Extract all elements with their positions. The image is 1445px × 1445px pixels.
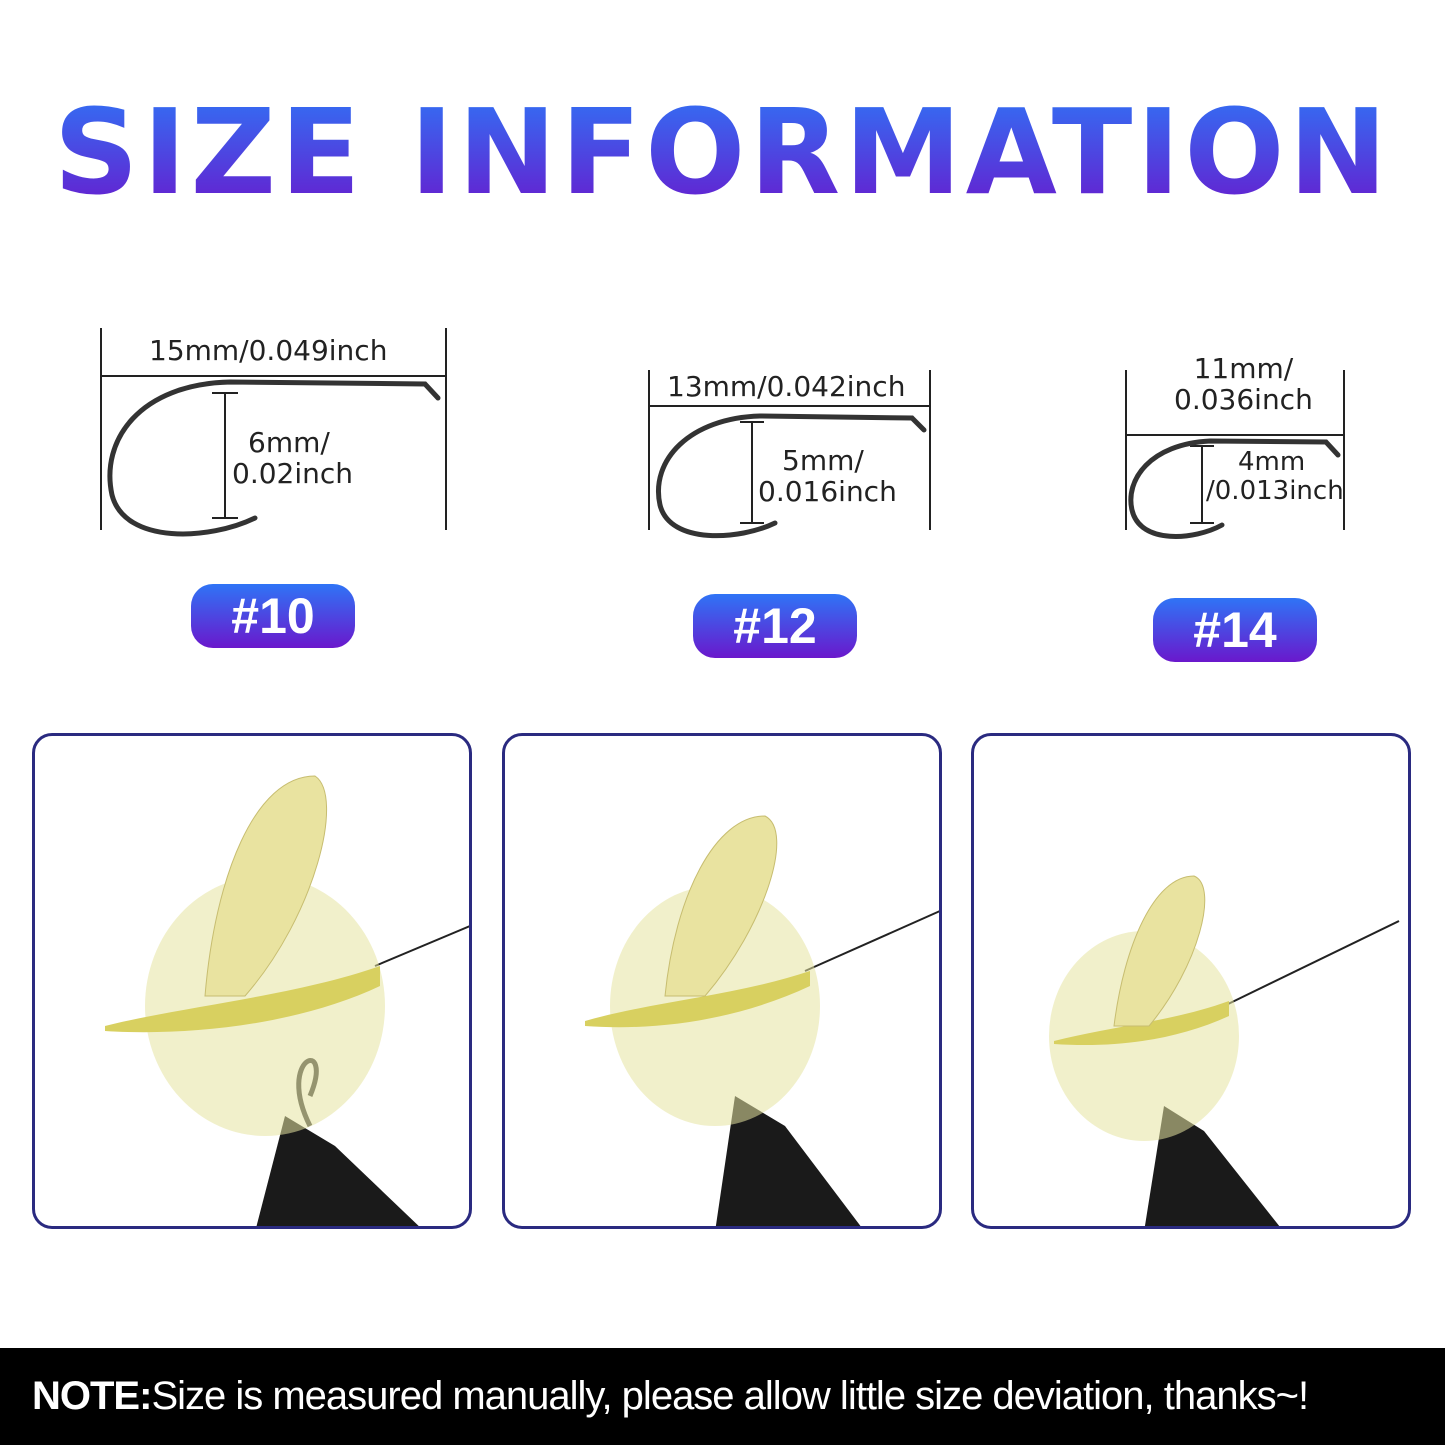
mayfly-image (585, 815, 939, 1226)
gap-label-10: 6mm/ 0.02inch (232, 426, 354, 490)
note-text: Size is measured manually, please allow … (151, 1374, 1309, 1418)
mayfly-image (105, 775, 469, 1226)
gap-line2: 0.016inch (758, 474, 897, 508)
length-label-10: 15mm/0.049inch (149, 334, 388, 367)
size-badge-10: #10 (191, 584, 355, 648)
length-line1: 11mm/ (1193, 352, 1294, 385)
fly-photo-12 (502, 733, 942, 1229)
hook-diagram-10 (100, 328, 1345, 539)
gap-line2: /0.013inch (1206, 475, 1344, 506)
size-badge-14: #14 (1153, 598, 1317, 662)
gap-label-12: 5mm/ 0.016inch (758, 444, 897, 508)
gap-line2: 0.02inch (232, 456, 354, 490)
fly-photo-10 (32, 733, 472, 1229)
length-label-12: 13mm/0.042inch (667, 370, 906, 403)
note-label: NOTE: (32, 1374, 152, 1418)
fly-photo-14 (971, 733, 1411, 1229)
length-line2: 0.036inch (1174, 382, 1313, 416)
note-bar: NOTE:Size is measured manually, please a… (0, 1348, 1445, 1445)
mayfly-image (1049, 875, 1400, 1226)
size-badge-12: #12 (693, 594, 857, 658)
gap-line1: 4mm (1238, 447, 1306, 477)
gap-line1: 5mm/ (782, 444, 864, 477)
page-title: SIZE INFORMATION (0, 87, 1445, 218)
length-label-14: 11mm/ 0.036inch (1174, 352, 1313, 416)
gap-line1: 6mm/ (248, 426, 330, 459)
gap-label-14: 4mm /0.013inch (1206, 448, 1344, 505)
